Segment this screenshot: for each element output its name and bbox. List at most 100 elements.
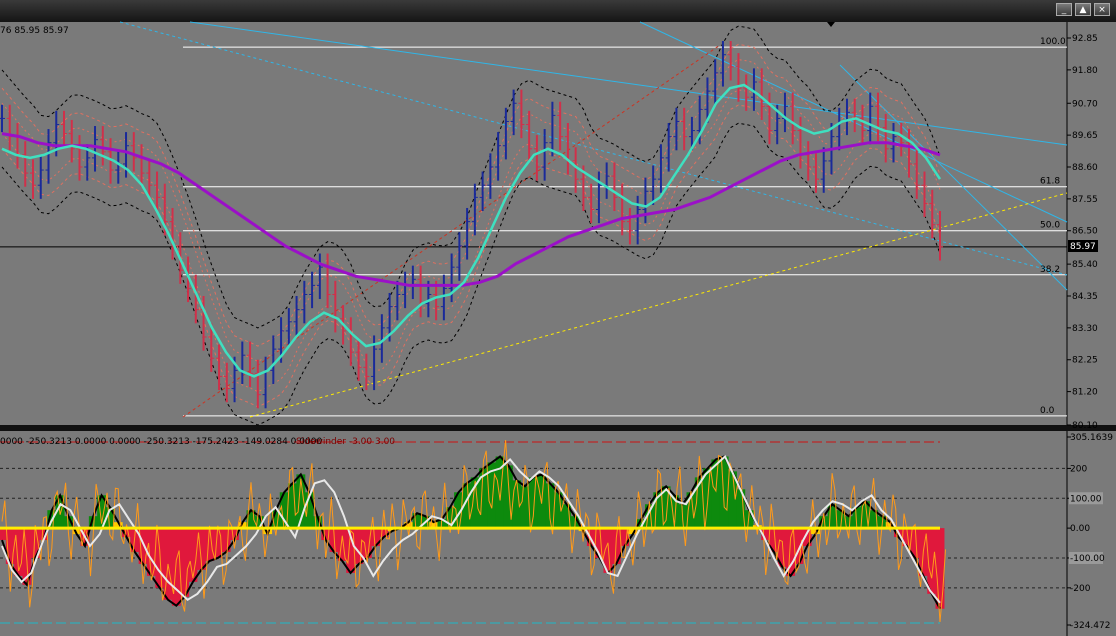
indicator-axis-ticks: 305.1639 200 100.00 0.00 -100.00 -200 -324.472: [1067, 433, 1113, 631]
price-axis-ticks: 92.85 91.80 90.70 89.65 88.60 87.55 86.50 85.40…: [1067, 34, 1098, 431]
histogram-bar: [827, 504, 837, 529]
histogram-bar: [5, 528, 15, 564]
minimize-button[interactable]: _: [1056, 3, 1072, 16]
price-tick-label: 91.80: [1072, 66, 1098, 76]
price-tick-label: 92.85: [1072, 34, 1098, 44]
indicator-tick-label: 100.00: [1070, 494, 1102, 504]
histogram-bar: [196, 528, 206, 570]
histogram-bar: [479, 468, 488, 529]
histogram-bar: [229, 528, 239, 541]
fast-moving-average: [1, 83, 942, 378]
restore-button[interactable]: ▲: [1075, 3, 1091, 16]
histogram-bar: [171, 528, 181, 606]
indicator-name: Sidewinder -3.00 3.00: [296, 437, 395, 447]
fib-level-label: 50.0: [1040, 221, 1060, 231]
histogram-bar: [910, 528, 920, 558]
histogram-bar: [661, 486, 671, 529]
histogram-bar: [728, 471, 737, 529]
histogram-bar: [279, 492, 289, 529]
slow-moving-average: [1, 132, 941, 287]
histogram-bar: [927, 528, 937, 594]
close-button[interactable]: ×: [1094, 3, 1110, 16]
fib-level-label: 38.2: [1040, 265, 1060, 275]
histogram-bar: [512, 480, 522, 529]
histogram-bar: [288, 483, 297, 529]
histogram-bar: [761, 528, 771, 541]
histogram-bar: [603, 528, 613, 573]
price-axis: [1067, 22, 1116, 425]
fast-oscillator-line: [1, 439, 946, 623]
indicator-tick-label: -200: [1070, 584, 1091, 594]
histogram-bar: [379, 528, 389, 538]
main-header-text: 76 85.95 85.97: [0, 26, 69, 36]
histogram-bar: [844, 516, 854, 529]
indicator-axis: [1067, 431, 1116, 636]
envelope-band: [1, 122, 941, 426]
histogram-bar: [869, 510, 879, 529]
fib-level-labels: 100.0 61.8 50.0 38.2 0.0: [1040, 37, 1066, 416]
envelope-band: [1, 43, 941, 347]
histogram-bar: [246, 510, 256, 529]
histogram-bar: [835, 510, 845, 529]
histogram-bar: [669, 495, 679, 529]
trendline-dashed: [119, 21, 1068, 276]
histogram-bar: [769, 528, 779, 553]
indicator-tick-label: -100.00: [1070, 554, 1105, 564]
price-tick-label: 88.60: [1072, 163, 1098, 173]
indicator-tick-label: -324.472: [1070, 621, 1110, 631]
histogram-bar: [14, 528, 24, 576]
histogram-bar: [138, 528, 148, 564]
fib-level-label: 0.0: [1040, 406, 1055, 416]
histogram-bar: [30, 528, 40, 558]
histogram-bar: [122, 528, 131, 538]
panel-divider[interactable]: [0, 425, 1116, 431]
histogram-bar: [404, 522, 414, 529]
histogram-bar: [503, 465, 513, 529]
histogram-bar: [362, 528, 372, 558]
histogram-bar: [72, 528, 82, 535]
envelope-band: [1, 25, 941, 329]
histogram-bar: [346, 528, 356, 573]
histogram-bar: [628, 528, 638, 535]
histogram-bar: [271, 510, 281, 529]
price-tick-label: 85.40: [1072, 260, 1098, 270]
histogram-bar: [88, 516, 98, 529]
histogram-bar: [636, 519, 646, 529]
histogram-bar: [620, 528, 630, 547]
histogram-bar: [312, 516, 322, 529]
histogram-bar: [686, 492, 696, 529]
histogram-bar: [586, 528, 596, 547]
main-price-panel[interactable]: [0, 22, 1067, 425]
fib-level-label: 61.8: [1040, 177, 1060, 187]
histogram-bar: [645, 504, 654, 529]
histogram-bar: [736, 489, 746, 529]
window-title-bar: _ ▲ ×: [0, 0, 1116, 22]
histogram-bar: [562, 504, 571, 529]
histogram-bar: [412, 513, 422, 529]
histogram-bar: [429, 522, 439, 529]
histogram-outline: [1, 455, 941, 610]
histogram-bar: [63, 516, 73, 529]
histogram-bar: [0, 528, 7, 541]
fib-level-label: 100.0: [1040, 37, 1066, 47]
current-price-tag: [1068, 240, 1098, 252]
histogram-bar: [105, 507, 115, 529]
histogram-bar: [188, 528, 198, 582]
histogram-bar: [113, 522, 123, 529]
histogram-bar: [213, 528, 223, 558]
indicator-tick-label: 0.00: [1070, 524, 1090, 534]
histogram-bar: [935, 528, 945, 609]
price-tick-label: 81.20: [1072, 388, 1098, 398]
histogram-bar: [902, 528, 912, 547]
histogram-bar: [545, 483, 555, 529]
histogram-bar: [39, 528, 48, 541]
histogram-bar: [553, 492, 563, 529]
price-tick-label: 86.50: [1072, 227, 1098, 237]
shift-marker-icon[interactable]: [827, 22, 835, 27]
histogram-bar: [653, 492, 663, 529]
trendline-upper: [189, 21, 1068, 146]
histogram-bar: [794, 528, 804, 564]
price-tick-label: 80.10: [1072, 421, 1098, 431]
